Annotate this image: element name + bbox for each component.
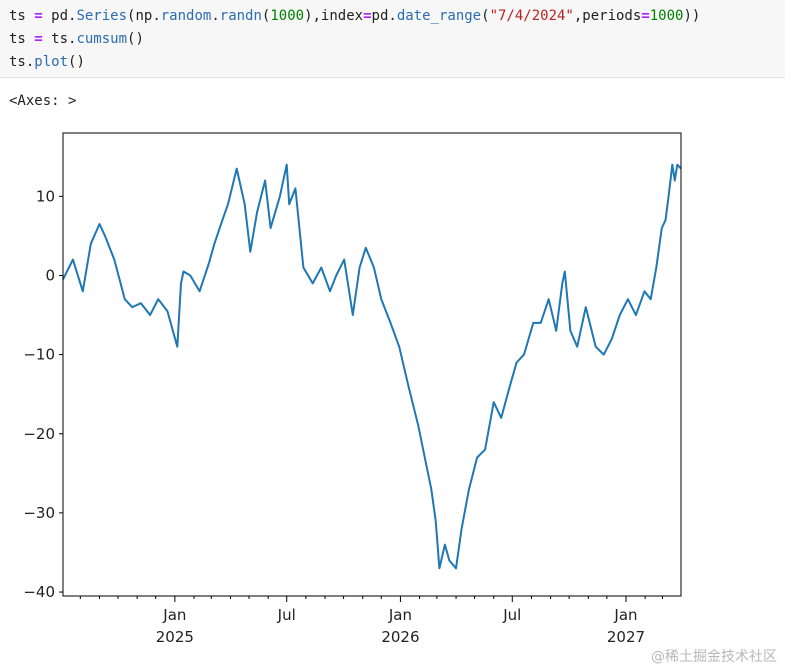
code-token: ),index [304,8,364,24]
y-tick-label: 10 [36,187,55,205]
code-token: = [34,8,43,24]
code-token: )) [683,8,701,24]
code-token: = [34,31,43,47]
code-token: ts [9,8,35,24]
code-token: cumsum [76,31,128,47]
code-token: () [68,54,85,70]
code-token: random [160,8,212,24]
code-token: ts. [9,54,35,70]
x-tick-label: Jan [162,606,186,624]
code-line-1: ts = pd.Series(np.random.randn(1000),ind… [9,5,785,28]
code-token: pd. [42,8,77,24]
y-tick-label: −40 [23,583,55,601]
code-token: ( [481,8,490,24]
code-token: randn [219,8,262,24]
x-tick-label: Jan [388,606,412,624]
code-token: pd. [371,8,397,24]
code-token: = [641,8,650,24]
x-year-label: 2026 [381,628,419,646]
series-line [62,163,682,570]
y-tick-label: −10 [23,346,55,364]
code-token: plot [34,54,69,70]
tick-layer: −40 −30 −20 −10 0 10 Jan 2025 Jul Jan 2026 Jul Jan 20… [23,187,663,646]
y-tick-label: −20 [23,425,55,443]
code-token: "7/4/2024" [489,8,574,24]
x-tick-label: Jul [502,606,521,624]
code-token: () [127,31,144,47]
code-token: 1000 [649,8,684,24]
x-year-label: 2025 [156,628,194,646]
y-tick-label: −30 [23,504,55,522]
code-token: Series [76,8,128,24]
axes-frame [62,132,682,597]
code-token: ts [9,31,35,47]
y-tick-label: 0 [45,266,55,284]
code-token: (np. [127,8,161,24]
x-tick-label: Jul [277,606,296,624]
output-repr: <Axes: > [9,93,77,109]
watermark: @稀土掘金技术社区 [651,649,777,665]
code-cell[interactable]: ts = pd.Series(np.random.randn(1000),ind… [0,0,785,78]
code-token: ts. [42,31,77,47]
code-token: date_range [396,8,482,24]
code-line-2: ts = ts.cumsum() [9,28,785,51]
x-year-label: 2027 [607,628,645,646]
code-token: ,periods [573,8,642,24]
code-line-3: ts.plot() [9,51,785,74]
x-tick-label: Jan [613,606,637,624]
code-token: . [211,8,220,24]
code-token: ( [261,8,271,24]
code-token: 1000 [270,8,305,24]
code-token: = [363,8,372,24]
